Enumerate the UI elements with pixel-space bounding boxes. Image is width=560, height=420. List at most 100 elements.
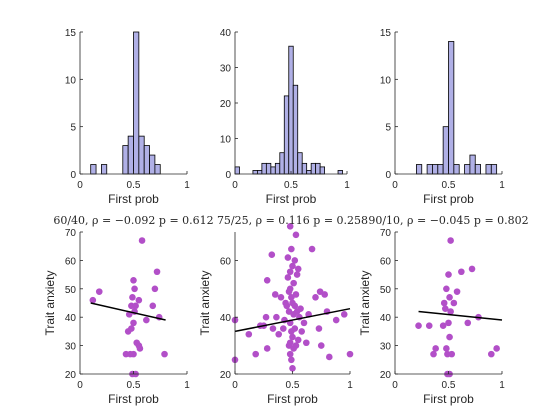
- data-point: [132, 302, 139, 310]
- data-point: [443, 285, 450, 293]
- x-tick-label: 0.5: [442, 180, 456, 191]
- histogram-bar: [490, 164, 498, 175]
- data-point: [447, 308, 454, 315]
- data-point: [430, 350, 437, 358]
- y-tick-label: 15: [380, 28, 392, 39]
- fit-line: [234, 307, 351, 333]
- x-tick-label: 0.5: [442, 380, 456, 391]
- data-point: [284, 274, 292, 281]
- data-point: [488, 350, 495, 358]
- data-point: [445, 271, 452, 278]
- x-tick-label: 0.5: [284, 180, 298, 191]
- histogram-bar: [234, 166, 240, 175]
- y-axis-label: Trait anxiety: [43, 271, 57, 336]
- y-tick-label: 30: [380, 342, 392, 353]
- histogram-bar: [154, 164, 161, 175]
- data-point: [130, 276, 137, 284]
- data-point: [292, 231, 300, 239]
- histogram-bar: [319, 166, 325, 175]
- panel-4: 0 0.5 1 20 30 40 50 60 70 First prob Trait anxiety…: [43, 214, 214, 406]
- data-point: [432, 345, 439, 352]
- data-point: [464, 319, 472, 327]
- data-point: [284, 254, 292, 261]
- histogram-bar: [315, 162, 321, 175]
- histogram-bar: [415, 164, 423, 175]
- x-tick-label: 0: [77, 180, 83, 191]
- histogram-bar: [448, 41, 455, 175]
- data-point: [286, 223, 294, 230]
- y-tick-label: 20: [65, 370, 77, 381]
- data-point: [286, 339, 294, 347]
- data-point: [136, 345, 144, 352]
- data-point: [312, 294, 319, 301]
- data-point: [275, 330, 283, 338]
- histogram-bar: [474, 164, 481, 175]
- data-point: [300, 319, 308, 327]
- x-tick-label: 1: [499, 380, 505, 391]
- y-tick-label: 60: [380, 256, 392, 267]
- data-point: [443, 345, 450, 352]
- data-point: [263, 276, 271, 284]
- y-tick-label: 15: [65, 28, 77, 39]
- histogram-bar: [133, 31, 140, 175]
- data-point: [332, 316, 340, 324]
- data-point: [263, 345, 271, 352]
- data-point: [425, 322, 433, 330]
- y-tick-label: 30: [65, 342, 77, 353]
- histogram-bar: [442, 126, 449, 175]
- data-point: [294, 336, 302, 344]
- x-tick-label: 1: [347, 380, 353, 391]
- x-tick-label: 0: [392, 180, 398, 191]
- x-tick-label: 0.5: [127, 380, 141, 391]
- y-tick-label: 0: [385, 170, 391, 181]
- histogram-bar: [252, 170, 258, 175]
- data-point: [131, 285, 138, 293]
- histogram-bar: [288, 45, 294, 175]
- data-point: [292, 342, 300, 349]
- y-tick-label: 60: [65, 256, 77, 267]
- data-point: [289, 262, 296, 270]
- histogram-bar: [138, 135, 145, 175]
- x-tick-label: 0.5: [286, 380, 300, 391]
- y-tick-label: 20: [380, 370, 392, 381]
- data-point: [439, 322, 447, 330]
- histogram-bar: [426, 164, 433, 175]
- data-point: [130, 350, 137, 358]
- data-point: [441, 305, 449, 312]
- y-tick-label: 0: [225, 170, 231, 181]
- x-axis-label: First prob: [266, 192, 317, 206]
- histogram-bar: [256, 170, 263, 175]
- histogram-bar: [270, 166, 276, 175]
- histogram-bar: [432, 164, 439, 175]
- data-point: [297, 305, 304, 312]
- panel-title: 60/40, ρ = −0.092 p = 0.612: [53, 214, 213, 227]
- data-point: [289, 333, 296, 341]
- histogram-bar: [90, 164, 97, 175]
- histogram-bar: [464, 164, 471, 175]
- data-point: [89, 296, 97, 304]
- histogram-bar: [310, 162, 317, 175]
- data-point: [315, 325, 323, 332]
- data-point: [288, 356, 295, 364]
- data-point: [290, 279, 297, 287]
- histogram-bar: [283, 95, 290, 175]
- y-tick-label: 40: [380, 313, 392, 324]
- data-point: [161, 350, 168, 358]
- y-tick-label: 40: [220, 28, 232, 39]
- data-point: [326, 353, 333, 361]
- histogram-bar: [297, 152, 303, 175]
- data-point: [268, 251, 276, 259]
- data-point: [415, 322, 422, 330]
- x-tick-label: 1: [344, 180, 350, 191]
- data-point: [321, 291, 329, 298]
- histogram-bar: [101, 164, 108, 175]
- data-point: [286, 350, 294, 358]
- y-tick-label: 50: [380, 285, 392, 296]
- fit-line: [418, 310, 503, 321]
- data-point: [468, 265, 476, 273]
- data-point: [340, 311, 348, 318]
- data-point: [138, 237, 146, 244]
- y-axis-label: Trait anxiety: [198, 271, 212, 336]
